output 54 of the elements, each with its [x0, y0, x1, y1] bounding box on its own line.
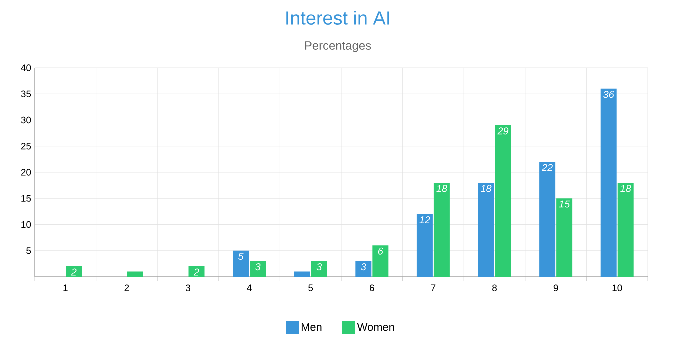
bar [556, 198, 573, 277]
data-label: 18 [436, 185, 448, 192]
x-tick-label: 1 [64, 284, 68, 292]
x-tick-label: 4 [247, 284, 252, 292]
data-label: 29 [498, 128, 509, 135]
bar [478, 182, 494, 277]
data-label: 3 [316, 264, 322, 271]
bar [127, 272, 144, 277]
y-tick-label: 20 [21, 169, 32, 176]
bar [434, 182, 450, 277]
bar [66, 266, 82, 277]
data-label: 15 [559, 200, 570, 208]
bar [233, 250, 250, 277]
data-label: 18 [620, 185, 632, 192]
y-tick-label: 25 [21, 143, 32, 150]
y-tick-label: 30 [21, 116, 32, 124]
bar [311, 261, 328, 277]
bar [188, 266, 205, 277]
x-tick-label: 5 [308, 284, 314, 292]
y-tick-label: 10 [22, 221, 32, 228]
data-label: 2 [71, 268, 77, 276]
y-tick-label: 5 [26, 248, 32, 254]
legend-label: Men [302, 323, 322, 332]
data-label: 22 [542, 164, 553, 172]
bar [294, 272, 310, 277]
data-label: 6 [378, 248, 384, 255]
x-tick-label: 10 [612, 284, 622, 292]
legend-label: Women [357, 323, 394, 332]
y-tick-label: 15 [22, 195, 32, 202]
bar [495, 125, 512, 277]
data-label: 18 [480, 185, 492, 192]
y-tick-label: 35 [21, 90, 32, 98]
bar [416, 214, 433, 277]
data-label: 5 [238, 253, 244, 260]
x-tick-label: 9 [554, 284, 558, 292]
bar [600, 88, 617, 277]
bar [540, 162, 556, 277]
x-tick-label: 2 [124, 284, 130, 292]
x-tick-label: 8 [492, 284, 497, 292]
x-tick-label: 3 [186, 284, 190, 292]
chart-title: Interest in AI [286, 11, 390, 25]
bar [356, 261, 372, 277]
data-label: 2 [194, 268, 200, 276]
x-tick-label: 6 [370, 284, 374, 292]
data-label: 3 [256, 264, 261, 271]
data-label: 12 [420, 216, 430, 224]
chart-subtitle: Percentages [305, 42, 372, 52]
bar [372, 246, 389, 277]
data-label: 3 [361, 264, 366, 271]
bar [618, 182, 634, 277]
data-label: 36 [604, 91, 614, 98]
bar [250, 261, 266, 277]
x-tick-label: 7 [431, 284, 436, 292]
y-tick-label: 40 [21, 64, 32, 72]
